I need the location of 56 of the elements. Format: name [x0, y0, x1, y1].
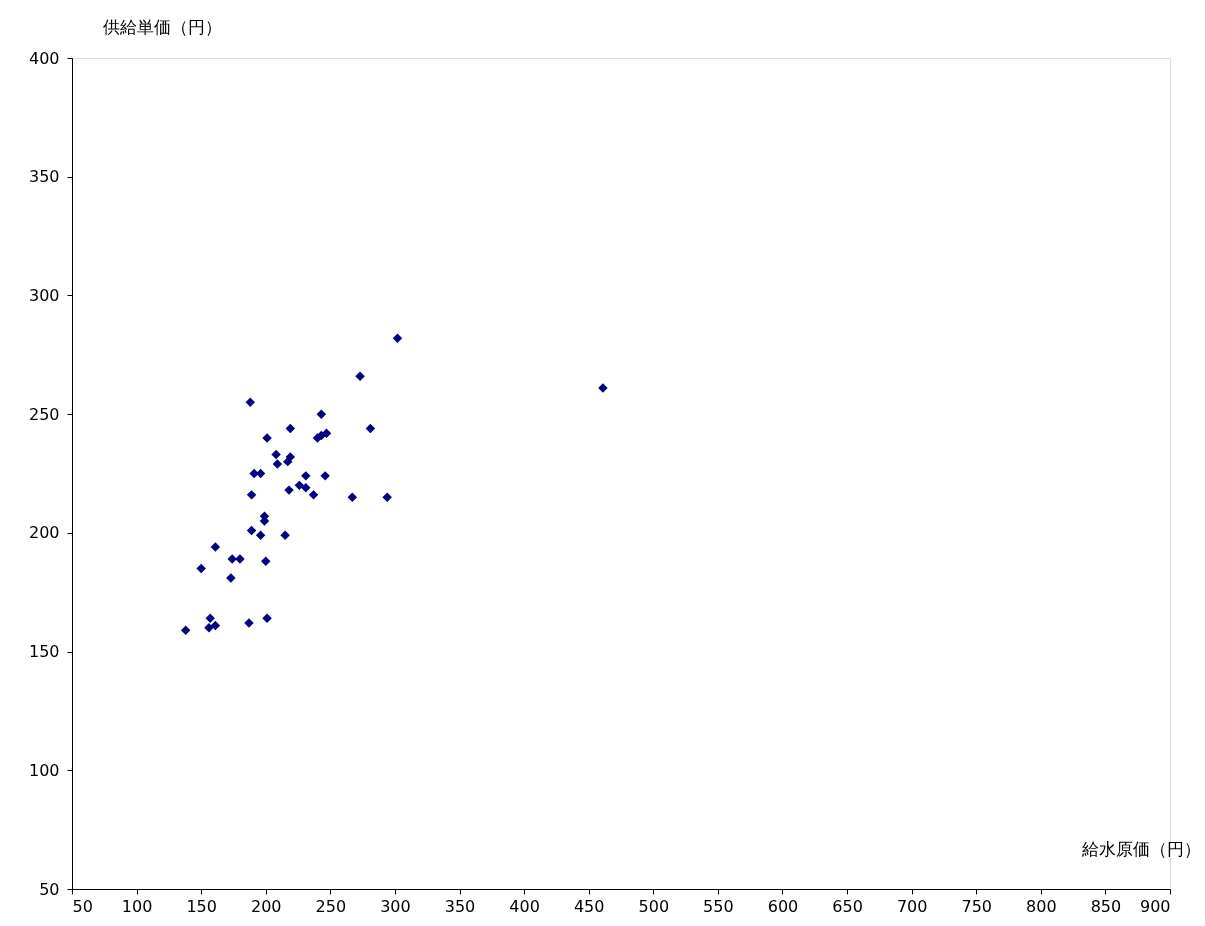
x-tick-label: 900 — [1139, 896, 1171, 916]
x-tick-label: 750 — [961, 896, 993, 916]
point — [249, 468, 259, 479]
x-tick-label: 250 — [315, 896, 347, 916]
point — [246, 525, 257, 536]
point — [280, 530, 290, 540]
x-tick-label: 500 — [638, 896, 670, 916]
x-tick-label: 550 — [703, 896, 734, 916]
point — [271, 449, 281, 460]
point — [210, 542, 221, 552]
y-tick-label: 100 — [28, 760, 60, 780]
point — [245, 397, 256, 408]
y-tick-label: 400 — [28, 48, 60, 68]
point — [321, 428, 332, 438]
point — [382, 492, 392, 502]
y-tick-label: 300 — [28, 285, 60, 305]
x-tick-label: 450 — [573, 896, 605, 916]
point — [262, 613, 272, 624]
point — [285, 423, 296, 434]
point — [210, 620, 221, 631]
y-tick-label: 150 — [28, 642, 60, 662]
y-tick-label: 250 — [28, 404, 60, 424]
point — [272, 459, 283, 469]
y-axis-title: 供給単価（円） — [102, 16, 222, 37]
point — [365, 423, 376, 434]
y-tick-label: 200 — [28, 523, 60, 543]
x-tick-label: 350 — [444, 896, 476, 916]
x-tick-label: 650 — [832, 896, 863, 916]
point — [205, 613, 215, 624]
point — [301, 471, 311, 481]
point — [246, 490, 257, 500]
point — [308, 490, 319, 500]
x-tick-label: 50 — [72, 896, 93, 916]
x-tick-label: 100 — [121, 896, 153, 916]
x-tick-label: 400 — [509, 896, 540, 916]
point — [196, 563, 206, 574]
x-tick-label: 300 — [380, 896, 411, 916]
y-tick-label: 50 — [39, 879, 60, 899]
x-tick-label: 850 — [1090, 896, 1122, 916]
point — [320, 471, 330, 481]
point — [347, 492, 358, 502]
point — [392, 333, 403, 343]
point — [301, 483, 311, 493]
point — [316, 409, 327, 419]
y-tick-label: 350 — [28, 167, 60, 187]
x-tick-label: 150 — [186, 896, 217, 916]
point — [261, 556, 271, 567]
x-axis-title: 給水原価（円） — [1080, 838, 1201, 859]
x-tick-label: 700 — [896, 896, 928, 916]
point — [294, 480, 305, 491]
point — [285, 452, 296, 462]
point — [180, 625, 191, 635]
x-tick-label: 200 — [250, 896, 282, 916]
x-tick-label: 800 — [1026, 896, 1057, 916]
x-tick-label: 600 — [767, 896, 799, 916]
point — [255, 530, 266, 540]
